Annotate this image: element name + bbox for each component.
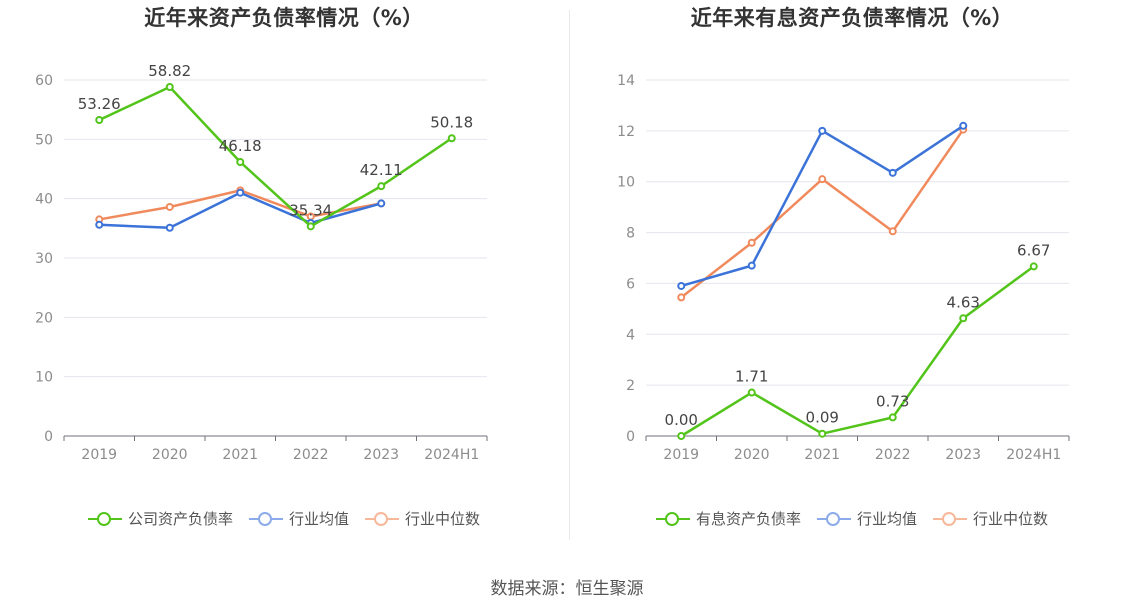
company-series-point [95,115,104,124]
industry-median-series-point [677,293,686,302]
company-series-point [959,314,968,323]
y-tick-label: 4 [626,327,635,343]
industry-average-series-point [677,281,686,290]
y-tick-label: 10 [35,370,53,386]
legend-swatch-icon [933,511,967,526]
interest-bearing-debt-ratio-line-chart: 0 2 4 6 8 10 12 14 2019 2020 2021 2022 2023 2024H1 0.0… [617,73,1070,463]
x-tick-label: 2020 [152,447,188,463]
chart-legend: 有息资产负债率 行业均值 行业中位数 [570,508,1134,529]
y-tick-label: 0 [44,429,53,445]
company-series-point [677,432,686,440]
company-series-point [377,182,386,191]
x-tick-label: 2019 [81,447,117,463]
y-tick-label: 6 [626,276,635,292]
company-series-point [1029,262,1038,271]
legend-label: 行业中位数 [973,510,1049,528]
data-label: 0.00 [665,411,698,429]
y-tick-label: 14 [617,73,635,89]
legend-swatch-icon [248,511,283,526]
industry-average-legend[interactable]: 行业均值 [816,508,917,529]
y-tick-label: 8 [626,226,635,242]
industry-average-series-line [680,124,964,288]
company-series-point [818,429,827,438]
data-source-note: 数据来源：恒生聚源 [490,579,644,599]
y-tick-label: 12 [617,124,635,140]
legend-label: 公司资产负债率 [127,510,233,528]
industry-average-series-point [165,223,174,232]
x-tick-label: 2020 [734,447,770,463]
x-tick-label: 2022 [875,447,911,463]
company-series-line [98,85,453,228]
data-label: 0.09 [806,409,839,427]
industry-median-series-point [818,175,827,184]
data-label: 1.71 [735,368,768,386]
x-tick-label: 2024H1 [424,447,479,463]
company-series-point [165,83,174,92]
green-series-legend[interactable]: 公司资产负债率 [87,508,233,529]
legend-label: 行业中位数 [405,510,481,528]
data-label: 58.82 [148,62,191,80]
x-tick-label: 2021 [222,447,258,463]
industry-average-series-point [818,126,827,135]
industry-average-series-point [747,261,756,270]
industry-median-series-point [888,227,897,236]
data-label: 6.67 [1017,241,1050,259]
chart-legend: 公司资产负债率 行业均值 行业中位数 [0,508,568,529]
y-tick-label: 40 [35,192,53,208]
x-tick-label: 2024H1 [1006,447,1061,463]
legend-swatch-icon [365,511,399,526]
y-tick-label: 0 [626,429,635,445]
y-tick-label: 60 [35,73,53,89]
industry-average-legend[interactable]: 行业均值 [248,508,349,529]
data-label: 53.26 [78,95,121,113]
chart-title: 近年来资产负债率情况（%） [144,6,424,30]
industry-average-series-point [959,121,968,130]
legend-label: 行业均值 [288,510,349,528]
legend-label: 行业均值 [856,510,917,528]
x-tick-label: 2023 [945,447,981,463]
data-label: 50.18 [430,113,473,131]
industry-average-series-point [95,220,104,229]
company-series-point [747,388,756,397]
debt-ratio-line-chart: 0 10 20 30 40 50 60 2019 2020 2021 2022 2023 2024H1 5… [35,62,488,463]
chart-panel-debt-ratio: 近年来资产负债率情况（%） 0 10 20 30 40 50 60 2019 2020 2021 2… [0,0,568,560]
data-label: 0.73 [876,392,909,410]
legend-label: 有息资产负债率 [695,510,801,528]
y-tick-label: 30 [35,251,53,267]
x-tick-label: 2022 [293,447,329,463]
chart-panel-interest-bearing-debt-ratio: 近年来有息资产负债率情况（%） 0 2 4 6 8 10 12 14 2019 2020 2021 2… [570,0,1134,560]
y-tick-label: 10 [617,175,635,191]
industry-median-legend[interactable]: 行业中位数 [365,508,480,529]
x-tick-label: 2023 [363,447,399,463]
chart-title: 近年来有息资产负债率情况（%） [690,6,1014,30]
industry-average-series-point [377,199,386,208]
data-label: 35.34 [289,201,332,219]
legend-swatch-icon [87,511,122,526]
green-series-legend[interactable]: 有息资产负债率 [655,508,801,529]
industry-median-legend[interactable]: 行业中位数 [933,508,1048,529]
industry-median-series-point [747,238,756,247]
industry-median-series-point [165,202,174,211]
company-series-line [680,265,1035,438]
legend-swatch-icon [655,511,690,526]
data-label: 42.11 [360,161,403,179]
y-tick-label: 2 [626,378,635,394]
y-tick-label: 20 [35,310,53,326]
x-tick-label: 2019 [663,447,699,463]
legend-swatch-icon [816,511,851,526]
company-series-point [447,134,456,143]
y-tick-label: 50 [35,132,53,148]
industry-average-series-point [236,188,245,197]
company-series-point [306,222,315,231]
industry-average-series-point [888,168,897,177]
company-series-point [888,413,897,422]
company-series-point [236,157,245,166]
panel-divider [569,10,570,540]
x-tick-label: 2021 [804,447,840,463]
data-label: 46.18 [219,137,262,155]
data-label: 4.63 [947,293,980,311]
